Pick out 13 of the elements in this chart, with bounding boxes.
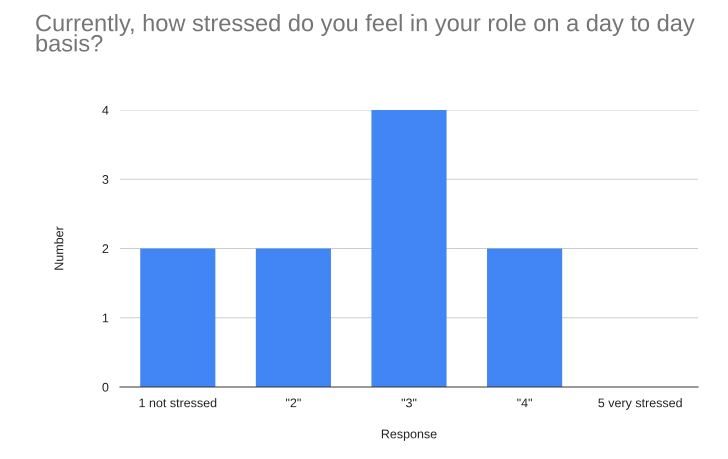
x-tick-label: "3" [402,398,416,408]
x-axis-title: Response [382,430,437,441]
y-tick-label: 1 [102,314,108,322]
chart-title: Currently, how stressed do you feel in your role on a day to day basis? [36,14,695,52]
x-tick-label: "4" [517,398,532,408]
y-axis-title: Number [54,226,64,270]
y-tick-label: 4 [102,106,109,115]
y-tick-label: 0 [102,382,108,392]
y-tick-label: 2 [102,244,108,254]
x-tick-label: 5 very stressed [598,398,682,410]
x-tick-label: 1 not stressed [140,398,216,408]
y-tick-label: 3 [102,175,108,184]
x-tick-label: "2" [286,398,301,408]
